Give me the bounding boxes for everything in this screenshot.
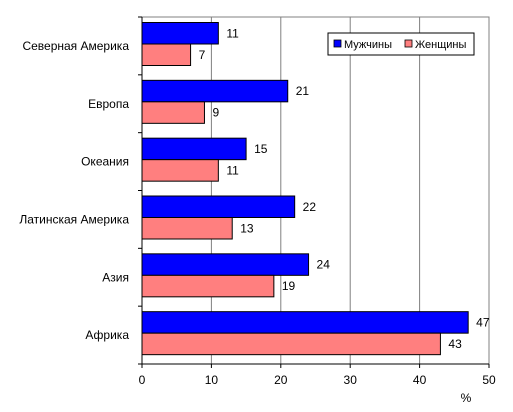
category-label: Северная Америка: [22, 39, 129, 53]
x-tick-labels: 0 10 20 30 40 50: [139, 364, 496, 387]
bar-men: [141, 195, 296, 218]
category-label: Латинская Америка: [19, 212, 129, 226]
legend-swatch-men: [333, 39, 342, 48]
category-label: Азия: [102, 270, 129, 284]
bar-women: [141, 159, 219, 182]
data-label: 21: [296, 84, 310, 98]
bar-women: [141, 332, 441, 356]
bar-men: [141, 311, 469, 334]
legend: Мужчины Женщины: [327, 32, 475, 56]
data-label: 9: [212, 106, 219, 120]
category-label: Океания: [81, 155, 129, 169]
bar-men: [141, 22, 219, 45]
legend-label-women: Женщины: [415, 39, 466, 51]
data-label: 24: [317, 258, 331, 272]
data-label: 19: [282, 279, 296, 293]
data-label: 7: [199, 48, 206, 62]
legend-box: [327, 32, 475, 56]
x-tick-label: 0: [139, 373, 146, 387]
x-tick-label: 30: [344, 373, 358, 387]
x-axis: [138, 16, 489, 365]
data-label: 11: [226, 163, 239, 177]
x-tick-label: 10: [205, 373, 219, 387]
x-tick-label: 50: [482, 373, 496, 387]
bar-men: [141, 253, 310, 276]
bar-women: [141, 43, 192, 66]
gridlines: [210, 17, 421, 364]
data-label: 11: [226, 26, 239, 40]
bar-women: [141, 274, 275, 298]
x-tick-label: 20: [274, 373, 288, 387]
data-label: 15: [254, 142, 268, 156]
bar-men: [141, 79, 289, 103]
data-label: 43: [448, 337, 462, 351]
bar-women: [141, 217, 233, 240]
bar-women: [141, 101, 205, 124]
category-label: Европа: [88, 97, 129, 111]
category-labels: Северная Америка Европа Океания Латинская А…: [19, 39, 129, 342]
data-label: 22: [303, 200, 317, 214]
data-label: 47: [476, 315, 490, 329]
x-axis-label: %: [461, 391, 472, 405]
plot-area: [141, 16, 490, 365]
legend-swatch-women: [404, 39, 413, 48]
data-label: 13: [240, 221, 254, 235]
x-tick-label: 40: [413, 373, 427, 387]
bar-men: [141, 137, 247, 161]
legend-label-men: Мужчины: [344, 39, 392, 51]
category-label: Африка: [85, 328, 129, 342]
